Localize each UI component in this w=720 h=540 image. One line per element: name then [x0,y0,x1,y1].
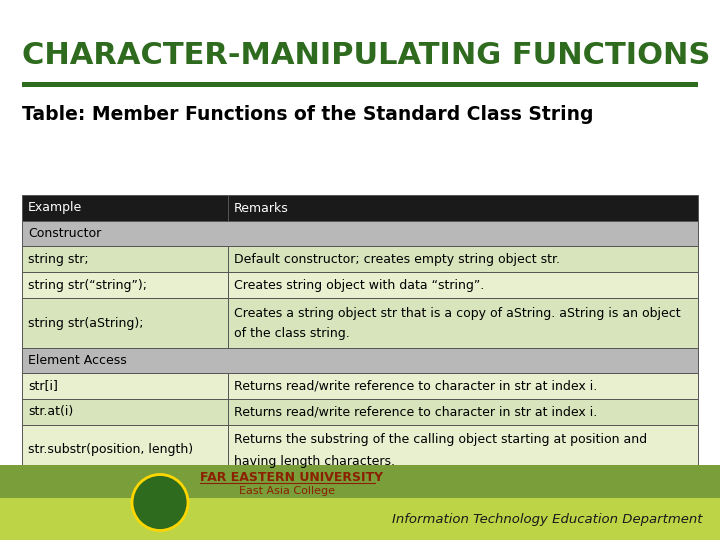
Text: Example: Example [28,201,82,214]
Text: of the class string.: of the class string. [234,327,350,341]
Bar [228,195,698,221]
Bar [22,399,228,425]
Bar [228,399,698,425]
Text: Returns the substring of the calling object starting at position and: Returns the substring of the calling obj… [234,434,647,447]
Bar [228,272,698,298]
Bar [0,498,720,540]
Bar [228,373,698,399]
Text: Information Technology Education Department: Information Technology Education Departm… [392,512,702,525]
Bar [22,425,228,475]
Text: having length characters.: having length characters. [234,455,395,468]
Bar [0,465,720,498]
Bar [22,195,228,221]
Text: Creates string object with data “string”.: Creates string object with data “string”… [234,279,485,292]
Bar [22,246,228,272]
Text: Element Access: Element Access [28,354,127,367]
Bar [228,298,698,348]
Bar [22,298,228,348]
Text: FAR EASTERN UNIVERSITY: FAR EASTERN UNIVERSITY [200,471,383,484]
Bar [228,246,698,272]
Text: string str;: string str; [28,253,89,266]
Text: CHARACTER-MANIPULATING FUNCTIONS: CHARACTER-MANIPULATING FUNCTIONS [22,40,711,70]
Bar [228,425,698,475]
Text: East Asia College: East Asia College [239,486,335,496]
Circle shape [132,475,188,530]
Text: Table: Member Functions of the Standard Class String: Table: Member Functions of the Standard … [22,105,593,125]
Bar [22,82,698,87]
Text: Default constructor; creates empty string object str.: Default constructor; creates empty strin… [234,253,560,266]
Bar [22,373,228,399]
Text: str.substr(position, length): str.substr(position, length) [28,443,193,456]
Text: Constructor: Constructor [28,227,102,240]
Text: str.at(i): str.at(i) [28,406,73,419]
Text: str[i]: str[i] [28,380,58,393]
Text: Creates a string object str that is a copy of aString. aString is an object: Creates a string object str that is a co… [234,307,681,320]
Bar [22,272,228,298]
Text: string str(“string”);: string str(“string”); [28,279,147,292]
Bar [22,221,698,246]
Text: Remarks: Remarks [234,201,289,214]
Bar [22,348,698,373]
Text: string str(aString);: string str(aString); [28,316,143,329]
Text: Returns read/write reference to character in str at index i.: Returns read/write reference to characte… [234,406,598,419]
Text: Returns read/write reference to character in str at index i.: Returns read/write reference to characte… [234,380,598,393]
